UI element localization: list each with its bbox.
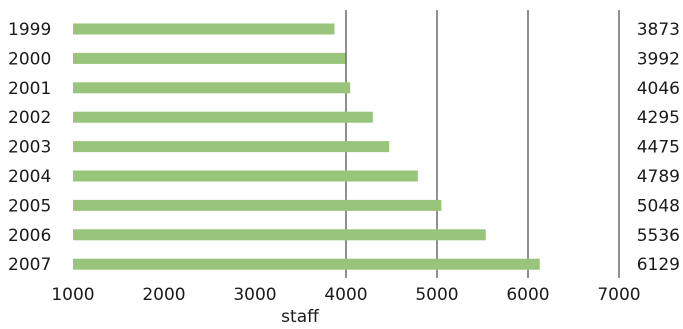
- category-label-2002: 2002: [8, 108, 51, 128]
- value-label-2000: 3992: [637, 49, 680, 69]
- category-label-2003: 2003: [8, 138, 51, 158]
- value-label-2004: 4789: [637, 167, 680, 187]
- value-label-2005: 5048: [637, 196, 680, 216]
- category-label-2006: 2006: [8, 226, 51, 246]
- x-axis-title: staff: [281, 307, 320, 327]
- bars: [73, 23, 540, 270]
- x-tick-5000: 5000: [415, 285, 458, 305]
- x-tick-4000: 4000: [324, 285, 367, 305]
- x-tick-1000: 1000: [51, 285, 94, 305]
- category-label-2000: 2000: [8, 49, 51, 69]
- bar-2000: [73, 52, 346, 64]
- value-label-2007: 6129: [637, 255, 680, 275]
- x-tick-7000: 7000: [597, 285, 640, 305]
- category-label-2007: 2007: [8, 255, 51, 275]
- x-tick-2000: 2000: [142, 285, 185, 305]
- category-label-1999: 1999: [8, 20, 51, 40]
- x-tick-6000: 6000: [506, 285, 549, 305]
- bar-2005: [73, 199, 442, 211]
- category-label-2004: 2004: [8, 167, 51, 187]
- bar-2002: [73, 111, 373, 123]
- bar-2003: [73, 141, 390, 153]
- value-label-2003: 4475: [637, 138, 680, 158]
- bar-1999: [73, 23, 335, 35]
- bar-2006: [73, 229, 486, 241]
- bar-2007: [73, 258, 540, 270]
- category-label-2005: 2005: [8, 196, 51, 216]
- bar-2001: [73, 82, 351, 94]
- x-tick-3000: 3000: [233, 285, 276, 305]
- value-label-2002: 4295: [637, 108, 680, 128]
- category-labels: 1999 2000 2001 2002 2003 2004 2005 2006 2007: [8, 20, 51, 275]
- value-label-1999: 3873: [637, 20, 680, 40]
- value-label-2006: 5536: [637, 226, 680, 246]
- value-label-2001: 4046: [637, 79, 680, 99]
- bar-2004: [73, 170, 418, 182]
- value-labels: 3873 3992 4046 4295 4475 4789 5048 5536 6129: [637, 20, 680, 275]
- x-tick-labels: 1000 2000 3000 4000 5000 6000 7000: [51, 285, 640, 305]
- category-label-2001: 2001: [8, 79, 51, 99]
